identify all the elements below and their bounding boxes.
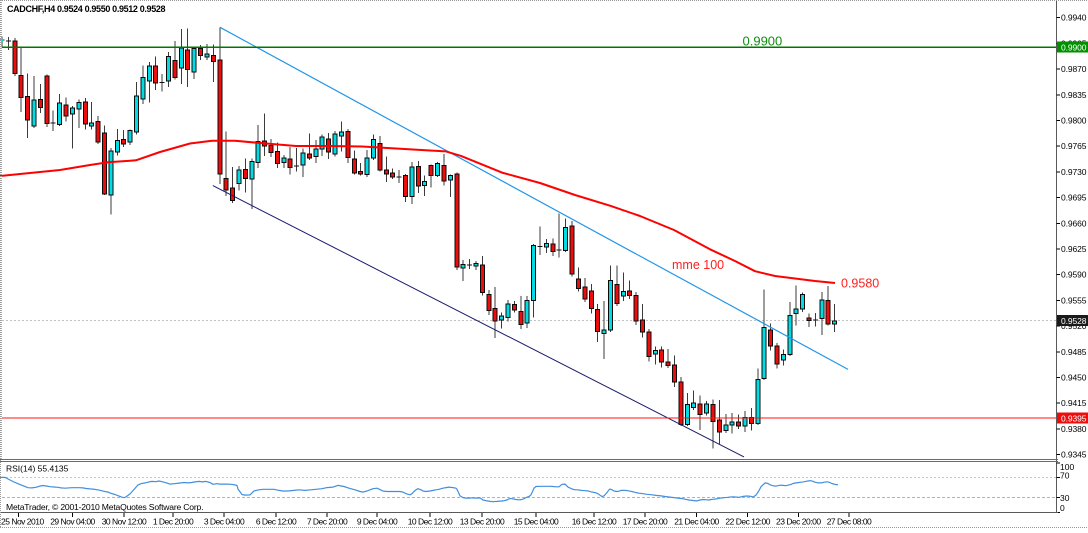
svg-text:0.9625: 0.9625	[1061, 244, 1087, 254]
svg-text:9 Dec 04:00: 9 Dec 04:00	[357, 517, 398, 527]
svg-text:0.9695: 0.9695	[1061, 193, 1087, 203]
svg-text:0.9870: 0.9870	[1061, 64, 1087, 74]
svg-text:0.9345: 0.9345	[1061, 450, 1087, 460]
svg-text:27 Dec 08:00: 27 Dec 08:00	[827, 517, 872, 527]
svg-text:3 Dec 04:00: 3 Dec 04:00	[204, 517, 245, 527]
svg-text:0.9900: 0.9900	[743, 34, 783, 49]
svg-text:0.9660: 0.9660	[1061, 218, 1087, 228]
svg-text:0.9485: 0.9485	[1061, 347, 1087, 357]
svg-text:0.9940: 0.9940	[1061, 13, 1087, 23]
svg-text:1 Dec 20:00: 1 Dec 20:00	[153, 517, 194, 527]
svg-text:7 Dec 20:00: 7 Dec 20:00	[307, 517, 348, 527]
svg-text:21 Dec 04:00: 21 Dec 04:00	[674, 517, 719, 527]
svg-text:0.9730: 0.9730	[1061, 167, 1087, 177]
svg-text:30: 30	[1060, 493, 1070, 503]
svg-text:0.9900: 0.9900	[1061, 43, 1087, 53]
svg-text:0.9580: 0.9580	[841, 277, 879, 291]
svg-text:23 Dec 20:00: 23 Dec 20:00	[776, 517, 821, 527]
svg-text:17 Dec 20:00: 17 Dec 20:00	[623, 517, 668, 527]
svg-text:mme 100: mme 100	[672, 258, 724, 272]
svg-text:0.9528: 0.9528	[1061, 316, 1087, 326]
svg-text:10 Dec 12:00: 10 Dec 12:00	[408, 517, 453, 527]
svg-text:13 Dec 20:00: 13 Dec 20:00	[460, 517, 505, 527]
svg-text:6 Dec 12:00: 6 Dec 12:00	[256, 517, 297, 527]
svg-text:15 Dec 04:00: 15 Dec 04:00	[514, 517, 559, 527]
svg-text:70: 70	[1060, 471, 1070, 481]
svg-text:0.9800: 0.9800	[1061, 116, 1087, 126]
svg-text:0.9835: 0.9835	[1061, 90, 1087, 100]
svg-text:16 Dec 12:00: 16 Dec 12:00	[572, 517, 617, 527]
svg-text:0.9555: 0.9555	[1061, 295, 1087, 305]
svg-text:0.9590: 0.9590	[1061, 270, 1087, 280]
svg-text:0.9765: 0.9765	[1061, 141, 1087, 151]
svg-text:30 Nov 12:00: 30 Nov 12:00	[102, 517, 147, 527]
svg-text:MetaTrader, © 2001-2010 MetaQu: MetaTrader, © 2001-2010 MetaQuotes Softw…	[6, 502, 203, 512]
svg-text:0.9380: 0.9380	[1061, 424, 1087, 434]
svg-text:25 Nov 2010: 25 Nov 2010	[1, 517, 44, 527]
svg-text:0.9415: 0.9415	[1061, 398, 1087, 408]
svg-text:0.9450: 0.9450	[1061, 373, 1087, 383]
svg-text:RSI(14) 55.4135: RSI(14) 55.4135	[6, 464, 69, 474]
svg-text:CADCHF,H4 0.9524 0.9550 0.951: CADCHF,H4 0.9524 0.9550 0.9512 0.9528	[7, 4, 166, 14]
svg-text:0.9395: 0.9395	[1061, 414, 1087, 424]
svg-text:29 Nov 04:00: 29 Nov 04:00	[50, 517, 95, 527]
svg-text:22 Dec 12:00: 22 Dec 12:00	[725, 517, 770, 527]
svg-text:0: 0	[1060, 503, 1065, 513]
